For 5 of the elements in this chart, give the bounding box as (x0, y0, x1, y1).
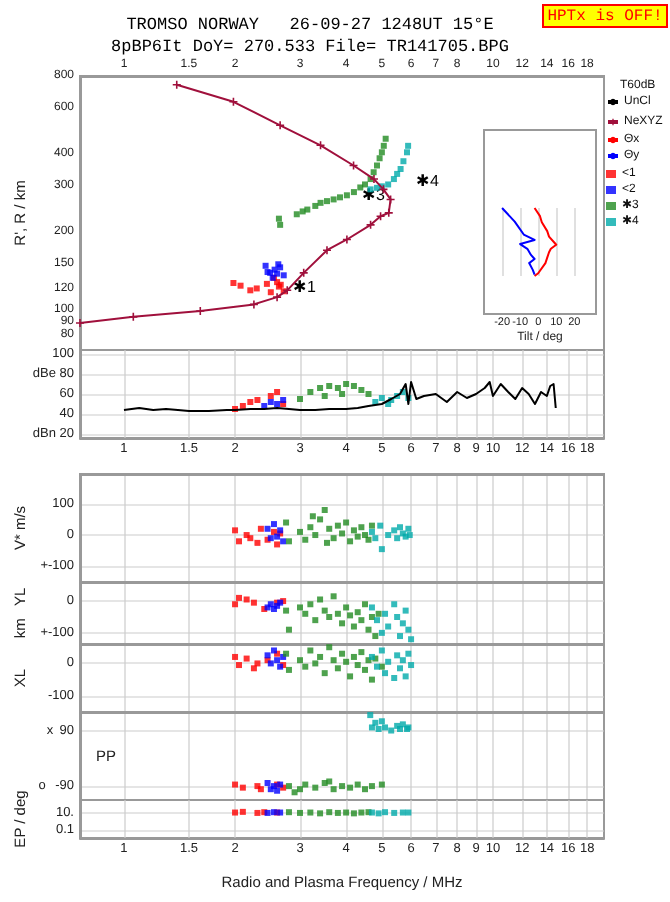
text: HPTx is OFF! (547, 8, 663, 26)
chart-title: TROMSO NORWAY 26-09-27 1248UT 15°E (126, 15, 494, 35)
chart-subtitle: 8pBP6It DoY= 270.533 File= TR141705.BPG (111, 37, 509, 57)
annotation: ✱1 (293, 278, 318, 297)
annotation: ✱4 (416, 171, 441, 190)
